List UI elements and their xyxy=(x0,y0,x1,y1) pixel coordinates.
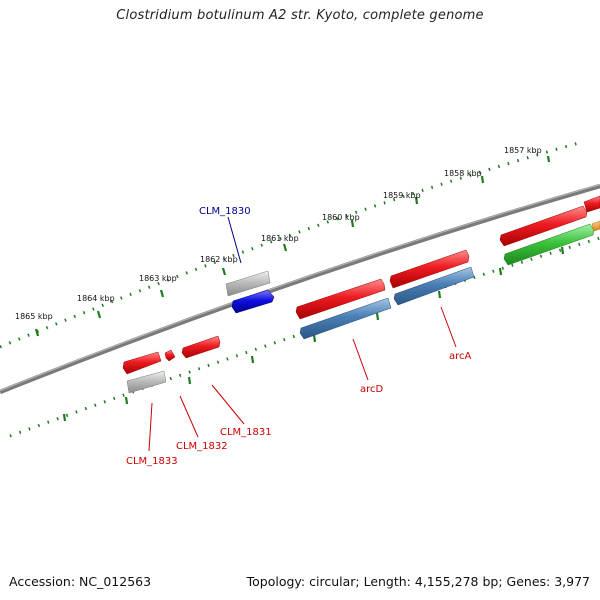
leader-clm1832 xyxy=(179,395,199,438)
scale-label-1864: 1864 kbp xyxy=(77,294,115,303)
scale-label-1858: 1858 kbp xyxy=(444,169,482,178)
gene-clm1830-blue[interactable] xyxy=(231,289,275,314)
gene-label-clm1830[interactable]: CLM_1830 xyxy=(199,206,251,217)
leader-clm1833 xyxy=(148,402,153,452)
scale-tick xyxy=(312,334,317,343)
scale-tick xyxy=(159,289,165,298)
gene-clm1833-upper[interactable] xyxy=(122,351,162,375)
gene-label-clm1832[interactable]: CLM_1832 xyxy=(176,441,228,452)
scale-tick xyxy=(250,355,255,364)
scale-tick xyxy=(282,243,288,252)
gene-arca-lower[interactable] xyxy=(393,266,475,306)
reverse-genes xyxy=(126,220,600,394)
outer-scale-major-ticks xyxy=(34,155,551,337)
scale-tick xyxy=(375,312,380,321)
scale-tick xyxy=(437,290,442,299)
genome-backbone-highlight xyxy=(0,184,600,392)
leader-arcd xyxy=(352,338,369,381)
scale-label-1863: 1863 kbp xyxy=(139,274,177,283)
genome-summary: Topology: circular; Length: 4,155,278 bp… xyxy=(246,574,590,589)
gene-forward-right-1[interactable] xyxy=(499,205,588,247)
scale-tick xyxy=(414,196,419,205)
gene-green-right[interactable] xyxy=(503,223,595,266)
scale-tick xyxy=(546,155,551,163)
scale-tick xyxy=(34,328,40,337)
leader-clm1831 xyxy=(211,384,245,425)
scale-label-1865: 1865 kbp xyxy=(15,312,53,321)
scale-label-1860: 1860 kbp xyxy=(322,213,360,222)
scale-tick xyxy=(62,413,67,422)
page-title: Clostridium botulinum A2 str. Kyoto, com… xyxy=(116,8,484,23)
leader-clm1830 xyxy=(227,216,242,264)
outer-scale-ruler xyxy=(0,140,583,349)
scale-label-1857: 1857 kbp xyxy=(504,146,542,155)
scale-tick xyxy=(187,376,192,385)
gene-clm1831-upper[interactable] xyxy=(181,335,221,359)
gene-orange-right[interactable] xyxy=(591,220,600,232)
gene-label-arcd[interactable]: arcD xyxy=(360,384,384,395)
scale-tick xyxy=(124,396,129,405)
label-leaders xyxy=(148,216,457,452)
scale-label-1861: 1861 kbp xyxy=(261,234,299,243)
accession-label: Accession: NC_012563 xyxy=(9,574,152,589)
leader-arca xyxy=(440,306,457,348)
forward-genes xyxy=(122,195,600,375)
gene-arca-upper[interactable] xyxy=(389,249,470,289)
gene-clm1830-grey[interactable] xyxy=(225,270,271,297)
gene-clm1832-upper[interactable] xyxy=(164,349,176,362)
scale-label-1859: 1859 kbp xyxy=(383,191,421,200)
gene-forward-right-2[interactable] xyxy=(583,195,600,213)
scale-label-1862: 1862 kbp xyxy=(200,255,238,264)
scale-tick xyxy=(480,175,485,184)
gene-arcd-lower[interactable] xyxy=(299,297,392,340)
gene-label-clm1833[interactable]: CLM_1833 xyxy=(126,456,178,467)
gene-clm1833-grey[interactable] xyxy=(126,370,167,394)
inner-scale-major-ticks xyxy=(62,246,565,422)
gene-arcd-upper[interactable] xyxy=(295,278,386,320)
scale-tick xyxy=(560,246,565,255)
scale-tick xyxy=(221,267,227,276)
scale-tick xyxy=(350,219,355,228)
scale-tick xyxy=(498,267,503,276)
scale-tick xyxy=(96,310,102,319)
genome-backbone xyxy=(0,183,600,395)
gene-label-clm1831[interactable]: CLM_1831 xyxy=(220,427,272,438)
gene-label-arca[interactable]: arcA xyxy=(449,351,472,362)
